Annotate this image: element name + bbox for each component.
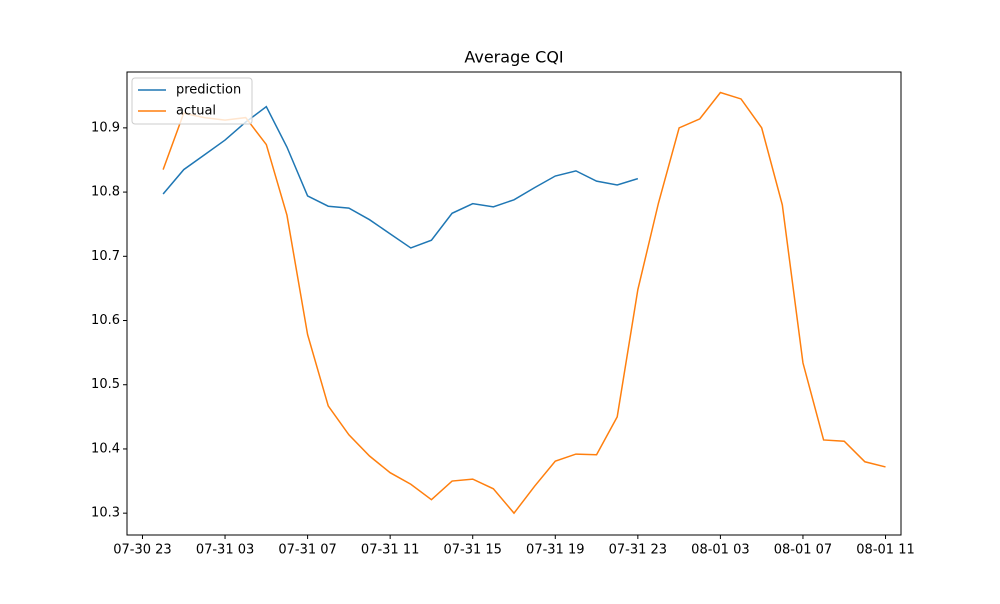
y-tick-label: 10.8 <box>91 185 120 200</box>
x-tick-label: 07-31 15 <box>443 543 501 558</box>
y-tick-label: 10.4 <box>91 441 120 456</box>
x-tick-label: 08-01 07 <box>774 543 832 558</box>
x-tick-label: 07-31 11 <box>361 543 419 558</box>
x-tick-label: 08-01 03 <box>691 543 749 558</box>
x-tick-label: 07-31 07 <box>278 543 336 558</box>
y-tick-label: 10.3 <box>91 506 120 521</box>
chart-title: Average CQI <box>464 48 563 67</box>
x-tick-label: 07-31 23 <box>609 543 667 558</box>
y-tick-label: 10.7 <box>91 249 120 264</box>
x-tick-label: 07-31 19 <box>526 543 584 558</box>
x-tick-label: 07-31 03 <box>196 543 254 558</box>
legend-label: prediction <box>176 83 241 98</box>
legend-label: actual <box>176 104 216 119</box>
y-tick-label: 10.6 <box>91 313 120 328</box>
x-tick-label: 08-01 11 <box>856 543 914 558</box>
y-tick-label: 10.9 <box>91 120 120 135</box>
y-tick-label: 10.5 <box>91 377 120 392</box>
x-tick-label: 07-30 23 <box>113 543 171 558</box>
